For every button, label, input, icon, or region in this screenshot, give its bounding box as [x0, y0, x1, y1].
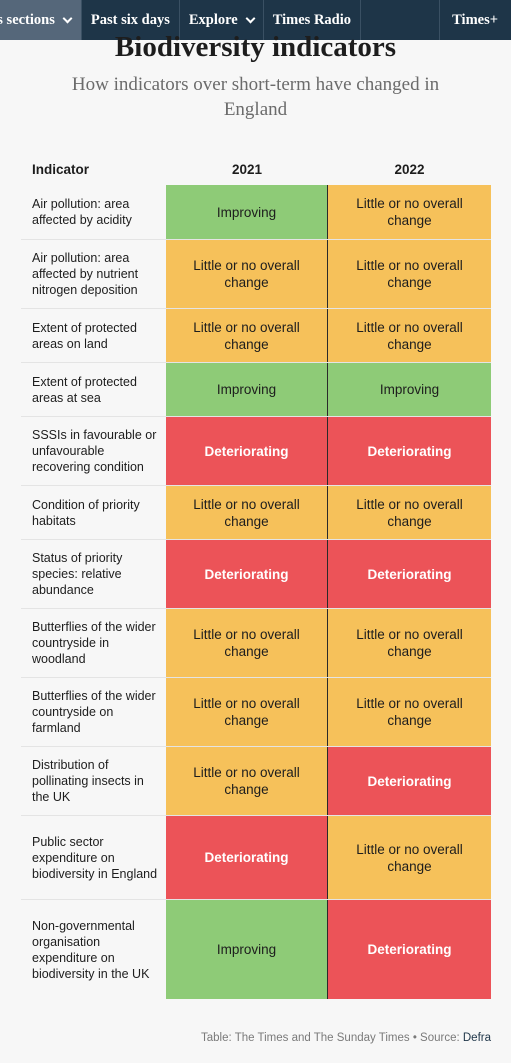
nav-explore[interactable]: Explore	[180, 0, 264, 40]
indicator-name: Butterflies of the wider countryside on …	[32, 689, 156, 735]
nav-times-plus-label: Times+	[452, 11, 498, 28]
source-link[interactable]: Defra	[462, 1032, 491, 1044]
status-2021: Improving	[166, 900, 328, 999]
status-2022: Little or no overall change	[328, 609, 491, 677]
table-row: Air pollution: area affected by nutrient…	[21, 239, 491, 308]
indicator-name: Air pollution: area affected by acidity	[32, 197, 132, 227]
top-navigation: y's sections Past six days Explore Times…	[0, 0, 511, 40]
status-2022: Deteriorating	[328, 900, 491, 999]
status-2022: Little or no overall change	[328, 240, 491, 308]
status-2021: Little or no overall change	[166, 486, 328, 539]
indicator-name: Non-governmental organisation expenditur…	[32, 918, 150, 981]
nav-explore-label: Explore	[188, 11, 238, 28]
table-row: Condition of priority habitats Little or …	[21, 485, 491, 539]
header-2022: 2022	[394, 162, 425, 177]
status-2022: Improving	[328, 363, 491, 416]
nav-past-six-days-label: Past six days	[90, 11, 170, 28]
nav-todays-sections[interactable]: y's sections	[0, 0, 82, 40]
indicator-name: Distribution of pollinating insects in t…	[32, 758, 144, 804]
table-body: Air pollution: area affected by acidity I…	[21, 185, 491, 999]
status-2021: Deteriorating	[166, 540, 328, 608]
status-2022: Little or no overall change	[328, 816, 491, 899]
header-2021: 2021	[231, 162, 263, 177]
indicator-name: Butterflies of the wider countryside in …	[32, 620, 156, 666]
chevron-down-icon	[62, 13, 73, 23]
page-subtitle: How indicators over short-term have chan…	[71, 74, 440, 120]
table-row: Air pollution: area affected by acidity I…	[21, 185, 491, 239]
footer-credit-text: Table: The Times and The Sunday Times • …	[201, 1032, 463, 1044]
table-row: SSSIs in favourable or unfavourable reco…	[21, 416, 491, 485]
status-2022: Little or no overall change	[328, 309, 491, 362]
status-2021: Deteriorating	[166, 816, 328, 899]
status-2021: Little or no overall change	[166, 609, 328, 677]
page-title: Biodiversity indicators	[114, 31, 397, 63]
header: Biodiversity indicators How indicators o…	[0, 24, 511, 122]
table-row: Extent of protected areas on land Little …	[21, 308, 491, 362]
indicator-name: Status of priority species: relative abu…	[32, 551, 123, 597]
status-2022: Little or no overall change	[328, 185, 491, 239]
table-row: Public sector expenditure on biodiversit…	[21, 815, 491, 899]
nav-past-six-days[interactable]: Past six days	[82, 0, 180, 40]
table-row: Butterflies of the wider countryside on …	[21, 677, 491, 746]
nav-times-radio[interactable]: Times Radio	[264, 0, 362, 40]
table-row: Non-governmental organisation expenditur…	[21, 899, 491, 999]
nav-times-plus[interactable]: Times+	[439, 0, 511, 40]
indicator-name: Public sector expenditure on biodiversit…	[32, 834, 158, 881]
indicator-name: Extent of protected areas at sea	[32, 374, 137, 405]
footer-credit: Table: The Times and The Sunday Times • …	[201, 1032, 491, 1044]
status-2021: Little or no overall change	[166, 309, 328, 362]
table-row: Distribution of pollinating insects in t…	[21, 746, 491, 815]
status-2021: Deteriorating	[166, 417, 328, 485]
status-2022: Little or no overall change	[328, 486, 491, 539]
status-2021: Improving	[166, 185, 328, 239]
status-2022: Deteriorating	[328, 747, 491, 815]
table-row: Status of priority species: relative abu…	[21, 539, 491, 608]
status-2022: Deteriorating	[328, 417, 491, 485]
indicators-table: Indicator 2021 2022 Air pollution: area …	[21, 154, 491, 999]
indicator-name: Condition of priority habitats	[32, 497, 140, 528]
table-row: Butterflies of the wider countryside in …	[21, 608, 491, 677]
status-2022: Deteriorating	[328, 540, 491, 608]
table-header: Indicator 2021 2022	[21, 154, 491, 185]
header-indicator: Indicator	[32, 162, 90, 177]
indicator-name: Extent of protected areas on land	[32, 320, 137, 351]
chevron-down-icon	[245, 13, 256, 23]
indicator-name: SSSIs in favourable or unfavourable reco…	[32, 428, 157, 474]
nav-times-radio-label: Times Radio	[272, 11, 352, 28]
table-row: Extent of protected areas at sea Improvin…	[21, 362, 491, 416]
status-2021: Little or no overall change	[166, 678, 328, 746]
nav-todays-sections-label: y's sections	[0, 11, 55, 28]
status-2021: Little or no overall change	[166, 747, 328, 815]
status-2021: Improving	[166, 363, 328, 416]
status-2021: Little or no overall change	[166, 240, 328, 308]
indicator-name: Air pollution: area affected by nutrient…	[32, 251, 139, 297]
status-2022: Little or no overall change	[328, 678, 491, 746]
